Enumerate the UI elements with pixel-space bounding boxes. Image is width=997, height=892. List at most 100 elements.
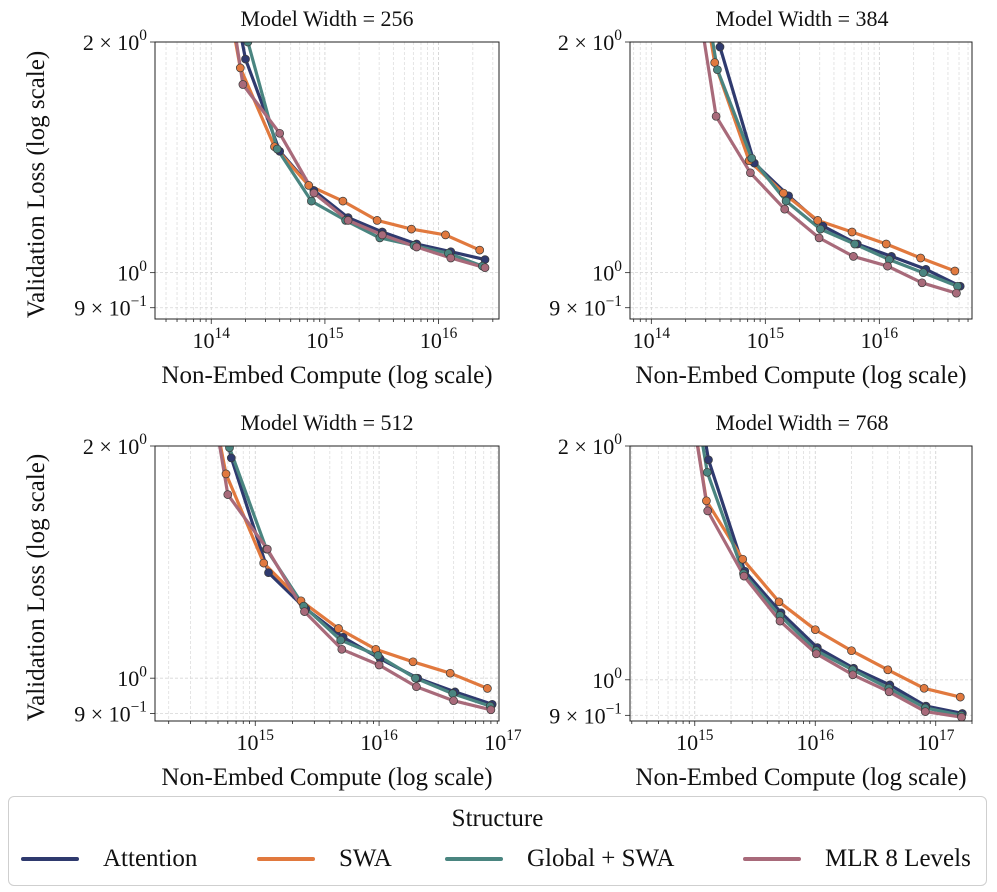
chart-panel-4: 1015 1016 1017 2 × 100 100 9 × 10−1 Model Widt… [549,410,973,791]
data-point-swa-1 [738,554,748,564]
data-point-swa-7 [475,245,485,255]
chart-title: Model Width = 512 [240,410,413,435]
data-point-swa-5 [883,665,893,675]
y-tick-label: 9 × 10−1 [549,700,622,728]
data-point-mlr-5 [883,261,892,271]
data-point-swa-3 [810,625,820,635]
data-point-attention-0 [704,455,713,465]
data-point-swa-7 [950,266,960,276]
y-tick-label: 2 × 100 [83,27,147,55]
data-point-mlr-5 [884,687,894,697]
legend-swatch-mlr [743,857,801,861]
chart-title: Model Width = 256 [240,6,413,31]
data-point-global_swa-4 [373,651,383,660]
data-point-mlr-6 [920,707,930,716]
data-point-swa-6 [445,668,455,678]
y-tick-label: 9 × 10−1 [74,699,147,727]
data-point-mlr-4 [377,230,387,240]
data-point-mlr-0 [238,80,248,89]
data-point-mlr-2 [780,204,790,214]
x-tick-label: 1015 [747,325,785,353]
legend-label-global-swa: Global + SWA [527,845,675,872]
data-point-global_swa-0 [713,65,722,75]
legend-label-swa: SWA [339,845,392,872]
axes-frame [154,445,500,722]
data-point-swa-2 [779,188,788,198]
data-point-mlr-3 [811,649,821,659]
data-point-attention-1 [264,568,273,578]
x-tick-label: 1016 [797,727,835,755]
x-axis-label: Non-Embed Compute (log scale) [635,362,966,389]
data-point-mlr-3 [337,644,347,654]
data-point-mlr-7 [486,705,496,715]
series-line-global_swa [246,42,484,268]
x-tick-label: 1014 [193,325,231,353]
y-tick-label: 100 [592,665,622,693]
data-point-mlr-1 [739,571,749,581]
y-axis-label: Validation Loss (log scale) [23,454,50,721]
data-point-global_swa-3 [816,224,825,234]
data-point-mlr-2 [300,607,309,616]
x-tick-label: 1015 [237,727,275,755]
data-point-mlr-6 [449,696,458,706]
data-point-swa-5 [408,657,418,667]
data-point-swa-4 [372,216,382,225]
x-tick-label: 1016 [861,325,899,353]
data-point-swa-3 [338,196,348,206]
data-point-swa-6 [919,683,929,693]
data-point-mlr-7 [952,288,961,298]
x-tick-label: 1015 [306,325,344,353]
x-axis-label: Non-Embed Compute (log scale) [635,764,966,791]
data-point-swa-2 [774,597,784,607]
data-point-swa-5 [407,224,416,234]
data-point-global_swa-7 [953,281,962,291]
data-point-mlr-1 [746,168,755,178]
data-point-mlr-5 [412,242,421,252]
x-tick-label: 1017 [917,727,955,755]
data-point-global_swa-2 [781,196,791,206]
data-point-mlr-5 [412,682,421,692]
data-point-swa-0 [702,496,711,506]
data-point-mlr-3 [343,216,353,225]
data-point-global_swa-6 [448,689,458,698]
legend-label-mlr: MLR 8 Levels [825,845,971,872]
y-tick-label: 100 [117,258,147,286]
legend-title: Structure [451,805,544,832]
data-point-mlr-2 [775,616,785,626]
data-point-mlr-4 [848,670,858,680]
chart-panel-2: 1014 1015 1016 2 × 100 100 9 × 10−1 Model Widt… [549,6,973,389]
data-point-mlr-1 [275,128,285,138]
axes-frame [154,41,500,320]
data-point-mlr-7 [957,712,966,721]
data-point-global_swa-0 [243,42,253,47]
x-axis-label: Non-Embed Compute (log scale) [161,362,492,389]
data-point-attention-0 [226,453,236,463]
legend-label-attention: Attention [103,845,198,872]
y-tick-label: 100 [117,663,147,691]
data-point-global_swa-6 [918,268,928,278]
data-point-swa-0 [235,63,245,73]
legend-swatch-attention [21,857,79,861]
chart-panel-1: 1014 1015 1016 2 × 100 100 9 × 10−1 Model Widt… [23,6,500,389]
legend-item-mlr: MLR 8 Levels [743,843,971,875]
legend-swatch-swa [257,857,315,861]
chart-panel-3: 1015 1016 1017 2 × 100 100 9 × 10−1 Model Widt… [23,410,522,791]
data-point-mlr-4 [374,660,384,670]
data-point-swa-2 [304,181,314,190]
data-point-global_swa-1 [747,153,757,163]
data-point-global_swa-1 [272,144,282,154]
grid [155,446,499,721]
x-tick-label: 1016 [360,727,398,755]
series-line-mlr [234,42,487,270]
data-point-mlr-6 [446,253,456,263]
data-point-global_swa-0 [225,446,234,453]
data-point-mlr-0 [711,111,721,121]
data-point-swa-4 [847,227,857,237]
grid [630,446,973,721]
x-tick-label: 1014 [633,325,671,353]
data-point-global_swa-0 [702,467,712,477]
x-tick-label: 1017 [484,727,522,755]
data-point-attention-0 [241,54,250,64]
data-point-global_swa-3 [336,635,346,645]
